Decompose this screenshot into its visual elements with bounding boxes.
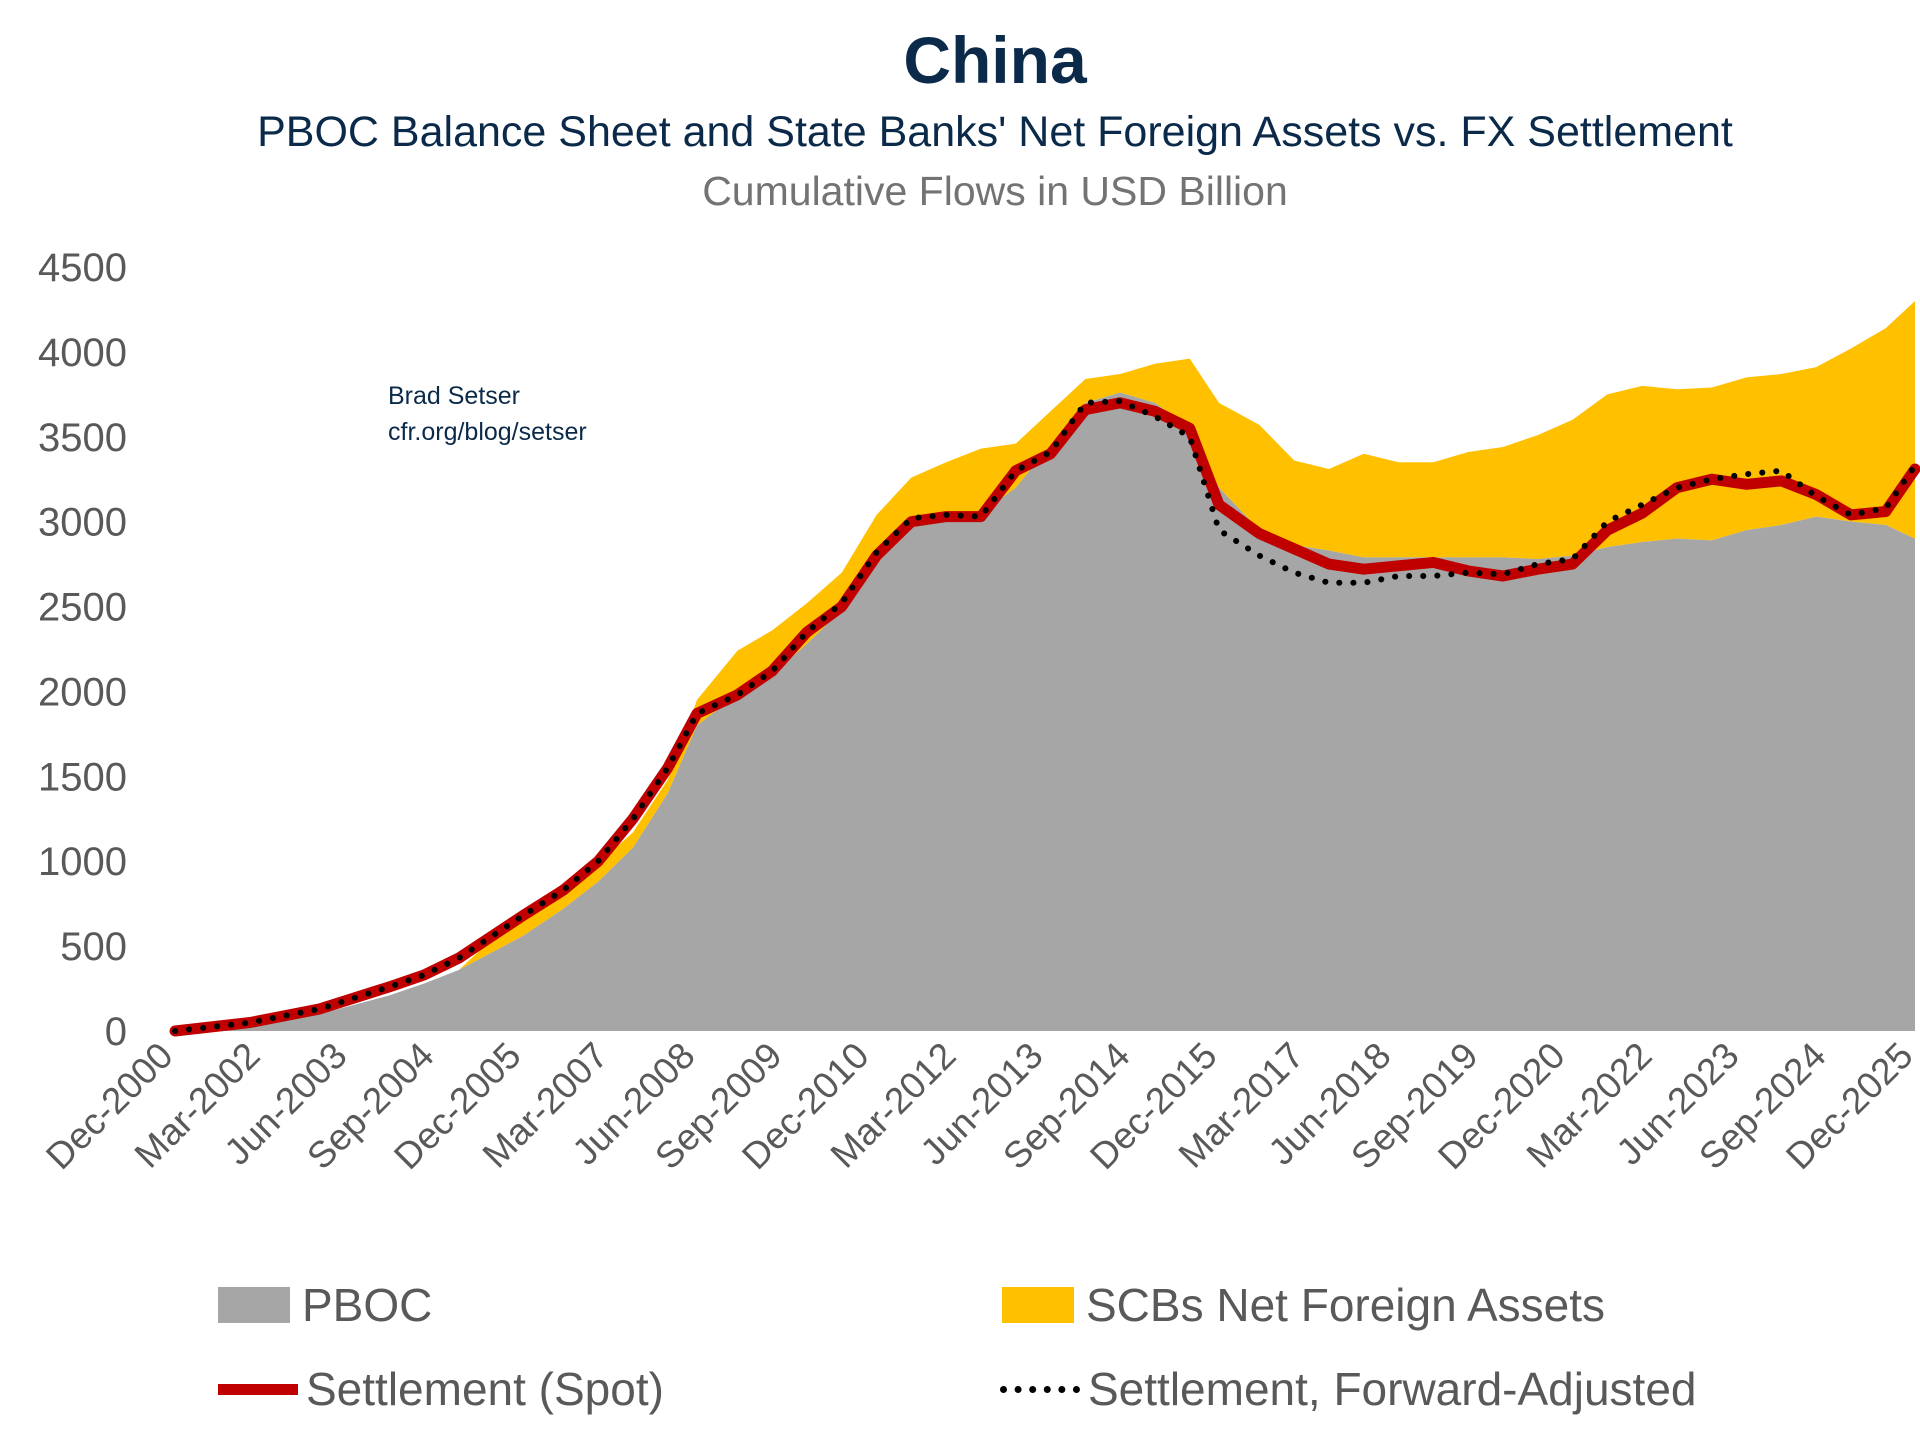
legend-item-scb: SCBs Net Foreign Assets xyxy=(1002,1278,1605,1332)
legend-swatch-settlement-spot xyxy=(218,1383,298,1395)
y-tick-label: 500 xyxy=(60,925,127,969)
pboc-area xyxy=(175,392,1915,1031)
plot-lines xyxy=(169,397,1920,1037)
legend-swatch-pboc xyxy=(218,1287,290,1323)
y-tick-label: 1500 xyxy=(38,755,127,799)
y-axis: 0 500 1000 1500 2000 2500 3000 3500 4000 4500 xyxy=(38,246,127,1054)
legend-label-scb: SCBs Net Foreign Assets xyxy=(1086,1279,1605,1331)
y-tick-label: 4000 xyxy=(38,331,127,375)
legend-label-settlement-spot: Settlement (Spot) xyxy=(306,1363,664,1415)
x-axis: Dec-2000Mar-2002Jun-2003Sep-2004Dec-2005… xyxy=(38,1035,1920,1177)
y-tick-label: 4500 xyxy=(38,246,127,290)
legend-swatch-scb xyxy=(1002,1287,1074,1323)
y-tick-label: 3500 xyxy=(38,416,127,460)
legend-item-settlement-forward: Settlement, Forward-Adjusted xyxy=(1000,1362,1697,1416)
chart-subtitle: PBOC Balance Sheet and State Banks' Net … xyxy=(257,108,1733,156)
y-tick-label: 1000 xyxy=(38,840,127,884)
legend-item-pboc: PBOC xyxy=(218,1278,432,1332)
y-tick-label: 2000 xyxy=(38,670,127,714)
chart-title: China xyxy=(903,23,1087,97)
attribution-url: cfr.org/blog/setser xyxy=(388,418,587,446)
legend-swatch-settlement-forward xyxy=(1000,1385,1080,1393)
y-tick-label: 0 xyxy=(105,1010,127,1054)
scb-area xyxy=(175,300,1915,1031)
legend-item-settlement-spot: Settlement (Spot) xyxy=(218,1362,664,1416)
y-tick-label: 3000 xyxy=(38,501,127,545)
y-tick-label: 2500 xyxy=(38,586,127,630)
settlement-forward-line xyxy=(172,398,1918,1034)
legend-label-settlement-forward: Settlement, Forward-Adjusted xyxy=(1088,1363,1697,1415)
attribution: Brad Setser cfr.org/blog/setser xyxy=(388,378,587,450)
chart-units-label: Cumulative Flows in USD Billion xyxy=(702,168,1288,214)
legend-label-pboc: PBOC xyxy=(302,1279,433,1331)
plot-areas xyxy=(175,300,1915,1031)
attribution-author: Brad Setser xyxy=(388,382,521,410)
